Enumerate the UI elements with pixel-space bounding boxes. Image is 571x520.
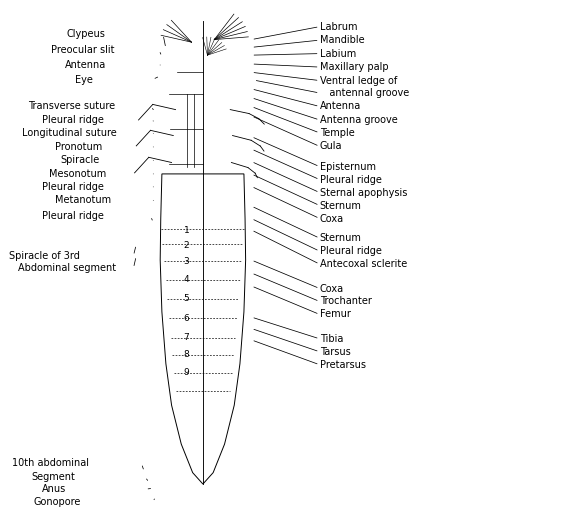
Text: Spiracle of 3rd: Spiracle of 3rd — [9, 251, 79, 261]
Text: Temple: Temple — [320, 128, 355, 138]
Text: Gonopore: Gonopore — [34, 497, 81, 507]
Text: Metanotum: Metanotum — [55, 196, 111, 205]
Text: 5: 5 — [183, 294, 189, 303]
Text: Ventral ledge of: Ventral ledge of — [320, 75, 397, 86]
Text: Transverse suture: Transverse suture — [28, 101, 115, 111]
Text: Pleural ridge: Pleural ridge — [320, 175, 381, 185]
Text: 1: 1 — [183, 226, 189, 236]
Text: 4: 4 — [183, 275, 189, 284]
Text: Maxillary palp: Maxillary palp — [320, 62, 388, 72]
Text: Femur: Femur — [320, 309, 351, 319]
Text: Labrum: Labrum — [320, 22, 357, 32]
Text: Pleural ridge: Pleural ridge — [42, 115, 103, 125]
Text: Antecoxal sclerite: Antecoxal sclerite — [320, 259, 407, 269]
Text: Sternum: Sternum — [320, 201, 361, 211]
Text: Antenna: Antenna — [320, 101, 361, 111]
Text: Pretarsus: Pretarsus — [320, 360, 365, 370]
Text: 3: 3 — [183, 257, 189, 266]
Text: Spiracle: Spiracle — [60, 155, 99, 165]
Text: 9: 9 — [183, 368, 189, 376]
Text: Abdominal segment: Abdominal segment — [18, 263, 116, 274]
Text: 8: 8 — [183, 350, 189, 359]
Text: Coxa: Coxa — [320, 214, 344, 224]
Text: Longitudinal suture: Longitudinal suture — [22, 128, 117, 138]
Text: Mesonotum: Mesonotum — [49, 169, 106, 179]
Text: 7: 7 — [183, 333, 189, 342]
Text: Segment: Segment — [31, 472, 75, 482]
Text: Preocular slit: Preocular slit — [51, 45, 114, 55]
Text: Trochanter: Trochanter — [320, 296, 372, 306]
Text: 10th abdominal: 10th abdominal — [12, 458, 89, 469]
Text: Antenna groove: Antenna groove — [320, 115, 397, 125]
Text: Sternal apophysis: Sternal apophysis — [320, 188, 407, 198]
Text: Mandible: Mandible — [320, 35, 364, 45]
Text: Coxa: Coxa — [320, 283, 344, 293]
Text: Labium: Labium — [320, 48, 356, 59]
Text: Eye: Eye — [75, 74, 93, 85]
Text: Episternum: Episternum — [320, 162, 376, 172]
Text: 6: 6 — [183, 314, 189, 322]
Text: Pleural ridge: Pleural ridge — [42, 182, 103, 192]
Text: Sternum: Sternum — [320, 233, 361, 243]
Text: Antenna: Antenna — [65, 60, 106, 70]
Text: Tarsus: Tarsus — [320, 347, 351, 357]
Text: Anus: Anus — [42, 484, 66, 494]
Text: Clypeus: Clypeus — [66, 30, 105, 40]
Text: Pronotum: Pronotum — [55, 142, 103, 152]
Text: Pleural ridge: Pleural ridge — [42, 211, 103, 221]
Text: Pleural ridge: Pleural ridge — [320, 246, 381, 256]
Text: 2: 2 — [183, 241, 189, 250]
Text: Tibia: Tibia — [320, 334, 343, 344]
Text: Gula: Gula — [320, 141, 342, 151]
Text: antennal groove: antennal groove — [320, 88, 409, 98]
